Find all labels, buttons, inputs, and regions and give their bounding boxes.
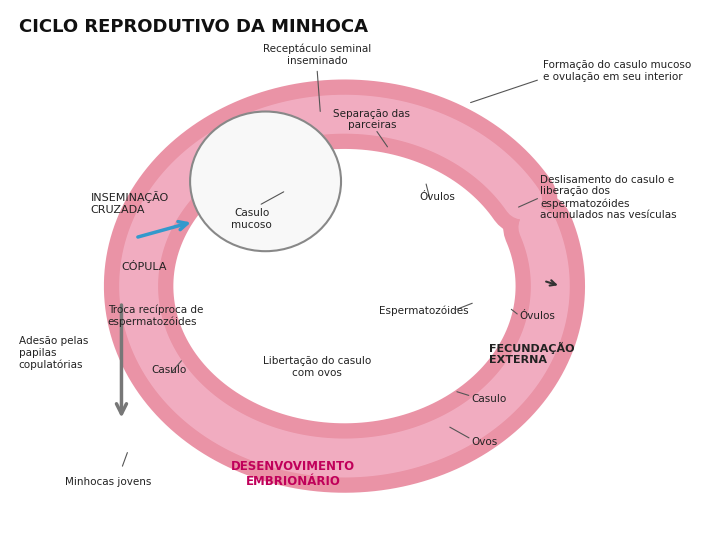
Text: Casulo
mucoso: Casulo mucoso xyxy=(231,208,272,230)
Text: Minhocas jovens: Minhocas jovens xyxy=(65,477,151,487)
Text: FECUNDAÇÃO
EXTERNA: FECUNDAÇÃO EXTERNA xyxy=(489,341,574,365)
Text: DESENVOVIMENTO
EMBRIONÁRIO: DESENVOVIMENTO EMBRIONÁRIO xyxy=(231,460,355,488)
Text: Ovos: Ovos xyxy=(472,437,498,447)
Text: Formação do casulo mucoso
e ovulação em seu interior: Formação do casulo mucoso e ovulação em … xyxy=(544,60,692,82)
Text: CICLO REPRODUTIVO DA MINHOCA: CICLO REPRODUTIVO DA MINHOCA xyxy=(19,17,367,36)
Text: Óvulos: Óvulos xyxy=(419,192,455,202)
Text: CÓPULA: CÓPULA xyxy=(122,262,167,272)
Ellipse shape xyxy=(190,112,341,251)
Text: INSEMINAÇÃO
CRUZADA: INSEMINAÇÃO CRUZADA xyxy=(91,191,168,214)
Text: Casulo: Casulo xyxy=(152,364,187,375)
Text: Receptáculo seminal
inseminado: Receptáculo seminal inseminado xyxy=(263,44,371,66)
Text: Espermatozóides: Espermatozóides xyxy=(379,305,468,315)
Text: Troca recíproca de
espermatozóides: Troca recíproca de espermatozóides xyxy=(108,305,203,327)
Text: Separação das
parceiras: Separação das parceiras xyxy=(333,109,410,130)
Text: Libertação do casulo
com ovos: Libertação do casulo com ovos xyxy=(263,356,371,377)
Text: Casulo: Casulo xyxy=(472,394,507,404)
Text: Adesão pelas
papilas
copulatórias: Adesão pelas papilas copulatórias xyxy=(19,336,88,370)
Text: Óvulos: Óvulos xyxy=(519,310,555,321)
Text: Deslisamento do casulo e
liberação dos
espermatozóides
acumulados nas vesículas: Deslisamento do casulo e liberação dos e… xyxy=(540,175,677,220)
